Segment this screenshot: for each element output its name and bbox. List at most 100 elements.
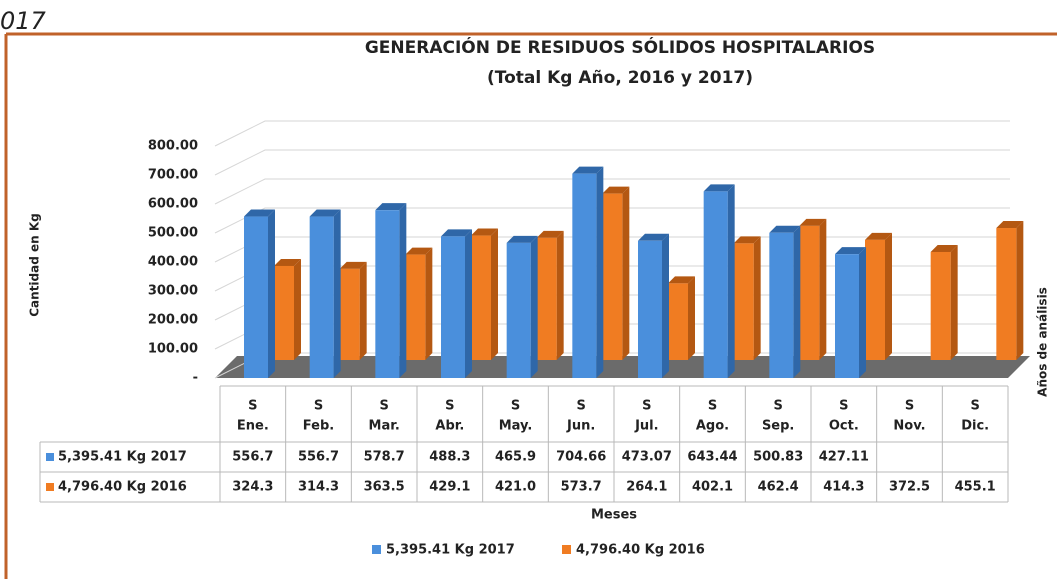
bar-top	[865, 232, 892, 240]
bar-side	[359, 261, 367, 360]
bar-side	[556, 230, 564, 360]
bar-side	[596, 166, 604, 378]
bar	[441, 236, 465, 378]
bar-side	[950, 244, 958, 360]
table-value: 414.3	[823, 480, 864, 495]
depth-axis-label: Años de análisis	[1036, 287, 1050, 397]
table-value: 363.5	[364, 480, 405, 495]
legend-label: 5,395.41 Kg 2017	[386, 543, 515, 558]
table-value: 465.9	[495, 450, 536, 465]
table-series-name: 4,796.40 Kg 2016	[58, 480, 187, 495]
bar-top	[835, 247, 866, 255]
y-tick-label: 600.00	[148, 197, 198, 212]
table-value: 455.1	[955, 480, 996, 495]
bar-top	[339, 261, 367, 269]
bar-side	[885, 232, 892, 360]
table-value: 488.3	[429, 450, 470, 465]
legend-label: 4,796.40 Kg 2016	[576, 543, 705, 558]
bar	[668, 283, 688, 360]
bar	[769, 232, 794, 378]
chart-subtitle: (Total Kg Año, 2016 y 2017)	[487, 68, 753, 88]
x-tick-label: S	[642, 399, 651, 414]
table-value: 556.7	[232, 450, 273, 465]
table-value: 573.7	[561, 480, 602, 495]
x-tick-label: S	[379, 399, 388, 414]
y-axis-label: Cantidad en Kg	[28, 213, 42, 317]
table-value: 264.1	[626, 480, 667, 495]
table-value: 314.3	[298, 480, 339, 495]
x-tick-label: Jun.	[566, 419, 595, 434]
bar	[835, 254, 859, 378]
x-tick-label: Nov.	[893, 419, 925, 434]
table-value: 429.1	[429, 480, 470, 495]
x-tick-label: Oct.	[829, 419, 859, 434]
x-tick-label: S	[248, 399, 257, 414]
table-value: 556.7	[298, 450, 339, 465]
grid-line	[214, 178, 1010, 205]
bar-top	[769, 225, 801, 233]
bar	[506, 242, 531, 378]
bar-top	[471, 228, 498, 236]
bar	[602, 193, 623, 360]
bar-top	[405, 247, 433, 255]
bar-side	[399, 203, 407, 378]
bar-top	[602, 186, 630, 194]
bar	[930, 251, 951, 360]
bar	[733, 243, 754, 360]
bar-top	[536, 230, 564, 238]
x-tick-label: Jul.	[634, 419, 659, 434]
bar-top	[996, 221, 1024, 229]
bar-top	[930, 244, 958, 252]
x-tick-label: Abr.	[435, 419, 464, 434]
bar-top	[668, 276, 695, 284]
bar	[865, 239, 885, 360]
bar-top	[638, 233, 669, 241]
legend-swatch	[562, 545, 571, 554]
bar	[339, 268, 360, 360]
table-series-name: 5,395.41 Kg 2017	[58, 450, 187, 465]
bar-side	[662, 233, 669, 378]
x-tick-label: Mar.	[369, 419, 400, 434]
x-tick-label: S	[445, 399, 454, 414]
table-value: 421.0	[495, 480, 536, 495]
bar	[536, 237, 557, 360]
table-legend-swatch	[46, 483, 54, 491]
x-tick-label: S	[970, 399, 979, 414]
bar-side	[425, 247, 433, 360]
bar	[572, 173, 597, 378]
x-tick-label: Dic.	[961, 419, 989, 434]
bar	[309, 216, 334, 378]
floor	[215, 356, 1030, 378]
y-tick-label: 200.00	[148, 313, 198, 328]
table-value: 473.07	[622, 450, 672, 465]
table-legend-swatch	[46, 453, 54, 461]
table-value: 372.5	[889, 480, 930, 495]
x-tick-label: Ago.	[696, 419, 729, 434]
corner-text: 017	[0, 7, 47, 35]
bar-top	[733, 236, 761, 244]
bar	[375, 210, 400, 378]
bar	[996, 228, 1017, 360]
y-tick-label: 300.00	[148, 284, 198, 299]
table-value: 704.66	[556, 450, 606, 465]
bar	[471, 235, 491, 360]
x-tick-label: S	[773, 399, 782, 414]
x-tick-label: S	[314, 399, 323, 414]
x-tick-label: Sep.	[762, 419, 794, 434]
y-tick-label: -	[193, 371, 198, 386]
bar-top	[375, 203, 407, 211]
bar-side	[465, 229, 472, 378]
bar-side	[1016, 221, 1024, 360]
bar-side	[268, 209, 275, 378]
table-value: 324.3	[232, 480, 273, 495]
y-tick-label: 800.00	[148, 139, 198, 154]
bar-top	[572, 166, 604, 174]
x-tick-label: S	[708, 399, 717, 414]
table-value: 427.11	[819, 450, 869, 465]
chart-title: GENERACIÓN DE RESIDUOS SÓLIDOS HOSPITALA…	[365, 36, 875, 58]
y-tick-label: 100.00	[148, 342, 198, 357]
y-tick-label: 500.00	[148, 226, 198, 241]
x-tick-label: May.	[499, 419, 533, 434]
